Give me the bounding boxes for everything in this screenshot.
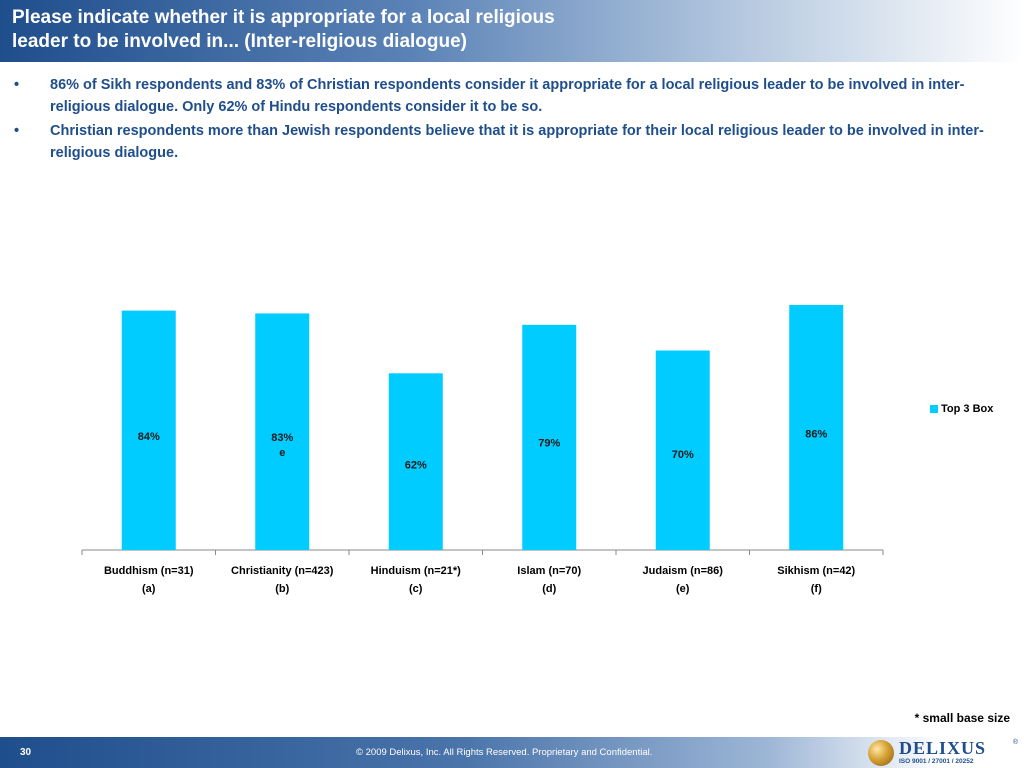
x-tick-code: (d) — [542, 583, 556, 595]
globe-icon — [868, 739, 894, 766]
data-label: 62% — [405, 460, 427, 472]
registered-mark: ® — [1012, 739, 1018, 746]
footer-bar: 30 © 2009 Delixus, Inc. All Rights Reser… — [0, 737, 1024, 768]
x-tick-code: (f) — [811, 583, 822, 595]
significance-letter: e — [279, 447, 285, 459]
page-number: 30 — [20, 747, 32, 758]
bar — [522, 324, 577, 550]
data-label: 83% — [271, 432, 293, 444]
copyright-text: © 2009 Delixus, Inc. All Rights Reserved… — [356, 747, 653, 758]
bullet-item: • Christian respondents more than Jewish… — [14, 120, 1014, 164]
x-tick-code: (e) — [676, 583, 690, 595]
bullet-text: 86% of Sikh respondents and 83% of Chris… — [50, 77, 965, 115]
bullet-text: Christian respondents more than Jewish r… — [50, 123, 984, 161]
bar — [655, 350, 710, 550]
data-label: 79% — [538, 437, 560, 449]
chart-legend: Top 3 Box — [930, 403, 993, 415]
logo-certifications: ISO 9001 / 27001 / 20252 — [899, 758, 974, 766]
data-label: 84% — [138, 431, 160, 443]
x-tick-code: (c) — [409, 583, 423, 595]
bullet-marker: • — [14, 123, 20, 139]
footnote: * small base size — [914, 711, 1010, 725]
page-title: Please indicate whether it is appropriat… — [12, 6, 712, 54]
title-bar: Please indicate whether it is appropriat… — [0, 0, 1024, 62]
x-tick-label: Islam (n=70) — [517, 565, 581, 577]
bar — [121, 310, 176, 550]
data-label: 70% — [672, 449, 694, 461]
legend-swatch — [930, 405, 938, 413]
bar — [789, 304, 844, 550]
title-line-1: Please indicate whether it is appropriat… — [12, 7, 555, 28]
bar — [255, 313, 310, 550]
bullet-list: • 86% of Sikh respondents and 83% of Chr… — [14, 74, 1014, 166]
x-tick-label: Judaism (n=86) — [643, 565, 724, 577]
bar — [388, 373, 443, 550]
x-tick-label: Hinduism (n=21*) — [371, 565, 461, 577]
x-tick-label: Buddhism (n=31) — [104, 565, 194, 577]
bullet-marker: • — [14, 77, 20, 93]
data-label: 86% — [805, 428, 827, 440]
company-logo: DELIXUS ISO 9001 / 27001 / 20252 ® — [868, 737, 1018, 768]
bullet-item: • 86% of Sikh respondents and 83% of Chr… — [14, 74, 1014, 118]
title-line-2: leader to be involved in... (Inter-relig… — [12, 31, 468, 52]
x-tick-label: Christianity (n=423) — [231, 565, 334, 577]
x-tick-code: (a) — [142, 583, 156, 595]
x-tick-code: (b) — [275, 583, 289, 595]
x-tick-label: Sikhism (n=42) — [777, 565, 855, 577]
logo-wordmark: DELIXUS — [899, 738, 987, 759]
legend-label: Top 3 Box — [941, 403, 994, 415]
